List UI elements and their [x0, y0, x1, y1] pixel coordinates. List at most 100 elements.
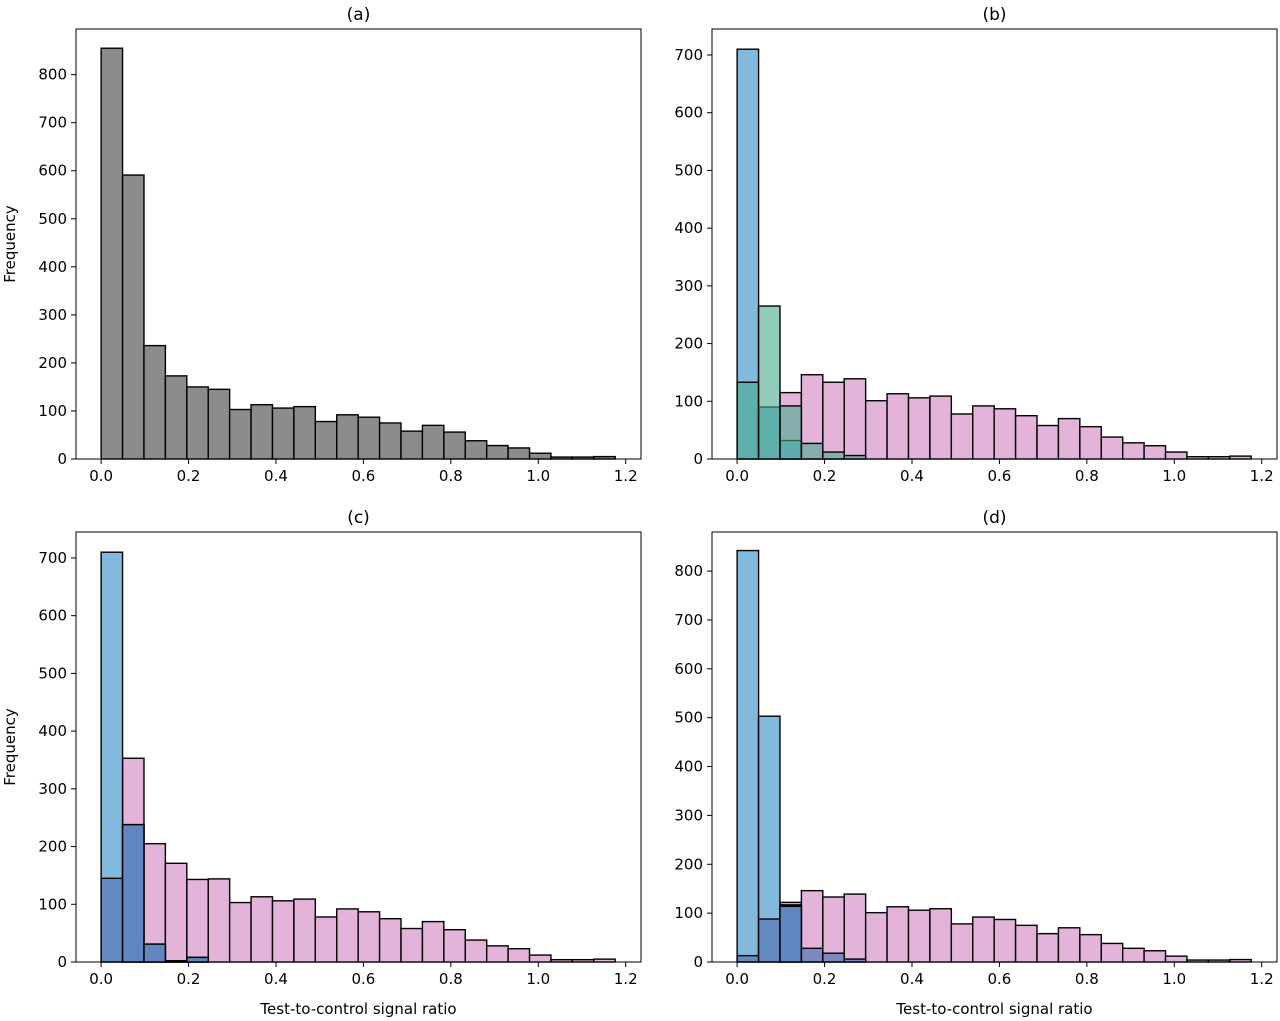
- x-tick-label: 0.4: [900, 970, 924, 988]
- bar: [779, 405, 803, 460]
- bar: [421, 920, 445, 963]
- bar: [314, 916, 338, 963]
- bar: [1143, 445, 1167, 460]
- bar: [822, 952, 845, 963]
- y-axis-label: Frequency: [1, 708, 19, 786]
- bar: [779, 905, 803, 963]
- y-tick-label: 300: [38, 306, 67, 324]
- axes-frame: [75, 531, 642, 963]
- x-tick-label: 0.8: [439, 970, 463, 988]
- y-tick-label: 200: [674, 855, 703, 873]
- x-tick-label: 0.0: [89, 970, 113, 988]
- bar: [336, 414, 359, 460]
- bar: [757, 918, 781, 963]
- y-tick-label: 100: [38, 402, 67, 420]
- x-tick-label: 0.0: [725, 970, 749, 988]
- bar: [378, 918, 402, 963]
- y-tick-label: 600: [38, 607, 67, 625]
- panel-c: 0.0 0.2 0.4 0.6 0.8 1.0 1.2 0 100 200 300 400 500 600…: [1, 508, 642, 1018]
- bar: [378, 422, 402, 460]
- x-tick-label: 1.0: [526, 467, 550, 485]
- bar: [907, 397, 931, 460]
- bar: [736, 381, 760, 460]
- bar: [886, 906, 910, 963]
- y-tick-label: 0: [693, 953, 703, 971]
- bar: [907, 909, 931, 963]
- bar: [207, 878, 231, 963]
- x-tick-label: 1.0: [1162, 970, 1186, 988]
- x-tick-label: 0.2: [177, 970, 201, 988]
- bar: [1057, 927, 1081, 963]
- x-tick-label: 0.6: [987, 970, 1011, 988]
- x-tick-label: 0.0: [89, 467, 113, 485]
- bar: [400, 927, 424, 963]
- y-tick-label: 800: [674, 562, 703, 580]
- bar: [1164, 955, 1188, 963]
- y-tick-label: 600: [674, 104, 703, 122]
- series-d-0: [779, 889, 1252, 963]
- x-tick-label: 1.0: [526, 970, 550, 988]
- bar: [293, 898, 317, 963]
- x-tick-label: 0.4: [264, 467, 288, 485]
- series-b-2: [736, 305, 867, 460]
- bar: [293, 405, 317, 460]
- bar: [993, 918, 1017, 963]
- bar: [1014, 415, 1038, 460]
- bar: [485, 444, 509, 460]
- bar: [993, 408, 1017, 460]
- bar: [271, 407, 295, 460]
- y-tick-label: 200: [674, 335, 703, 353]
- panel-title: (c): [347, 508, 370, 528]
- bar: [314, 420, 338, 460]
- bar: [1036, 932, 1060, 963]
- bar: [121, 174, 145, 460]
- bar: [864, 400, 888, 460]
- bar: [1121, 947, 1145, 963]
- y-tick-label: 400: [38, 722, 67, 740]
- bar: [143, 344, 167, 460]
- bar: [950, 923, 974, 963]
- x-tick-label: 0.2: [813, 970, 837, 988]
- axes-frame: [711, 531, 1278, 963]
- bar: [864, 911, 888, 963]
- panel-b: 0.0 0.2 0.4 0.6 0.8 1.0 1.2 0 100 200 300 400 500 600…: [674, 5, 1278, 485]
- bar: [736, 549, 760, 963]
- y-tick-label: 700: [38, 549, 67, 567]
- bar: [464, 440, 488, 460]
- bar: [950, 413, 974, 460]
- bar: [100, 877, 124, 963]
- y-tick-label: 0: [57, 450, 67, 468]
- x-tick-label: 0.2: [177, 467, 201, 485]
- x-tick-label: 1.0: [1162, 467, 1186, 485]
- bar: [464, 939, 488, 963]
- y-tick-label: 300: [38, 780, 67, 798]
- y-tick-label: 700: [38, 114, 67, 132]
- bar: [972, 405, 995, 460]
- bar: [822, 381, 845, 460]
- series-c-2: [100, 823, 209, 963]
- panel-d: 0.0 0.2 0.4 0.6 0.8 1.0 1.2 0 100 200 300 400 500 600…: [674, 508, 1278, 1018]
- y-tick-label: 300: [674, 806, 703, 824]
- x-tick-label: 0.6: [351, 970, 375, 988]
- bar: [843, 454, 867, 460]
- y-tick-label: 100: [38, 895, 67, 913]
- bar: [507, 447, 531, 460]
- x-tick-label: 0.8: [439, 467, 463, 485]
- bar: [164, 375, 188, 460]
- x-tick-label: 0.0: [725, 467, 749, 485]
- y-tick-label: 500: [674, 161, 703, 179]
- bar: [271, 900, 295, 963]
- y-tick-label: 400: [674, 219, 703, 237]
- y-tick-label: 700: [674, 46, 703, 64]
- y-tick-label: 0: [57, 953, 67, 971]
- bar: [822, 896, 845, 963]
- bar: [443, 431, 466, 460]
- y-tick-label: 100: [674, 392, 703, 410]
- bar: [843, 893, 867, 963]
- panel-a: 0.0 0.2 0.4 0.6 0.8 1.0 1.2 0 100 200 300 400 500 600…: [1, 5, 642, 485]
- x-tick-label: 1.2: [614, 467, 638, 485]
- x-tick-label: 1.2: [614, 970, 638, 988]
- y-tick-label: 600: [38, 162, 67, 180]
- bar: [507, 948, 531, 963]
